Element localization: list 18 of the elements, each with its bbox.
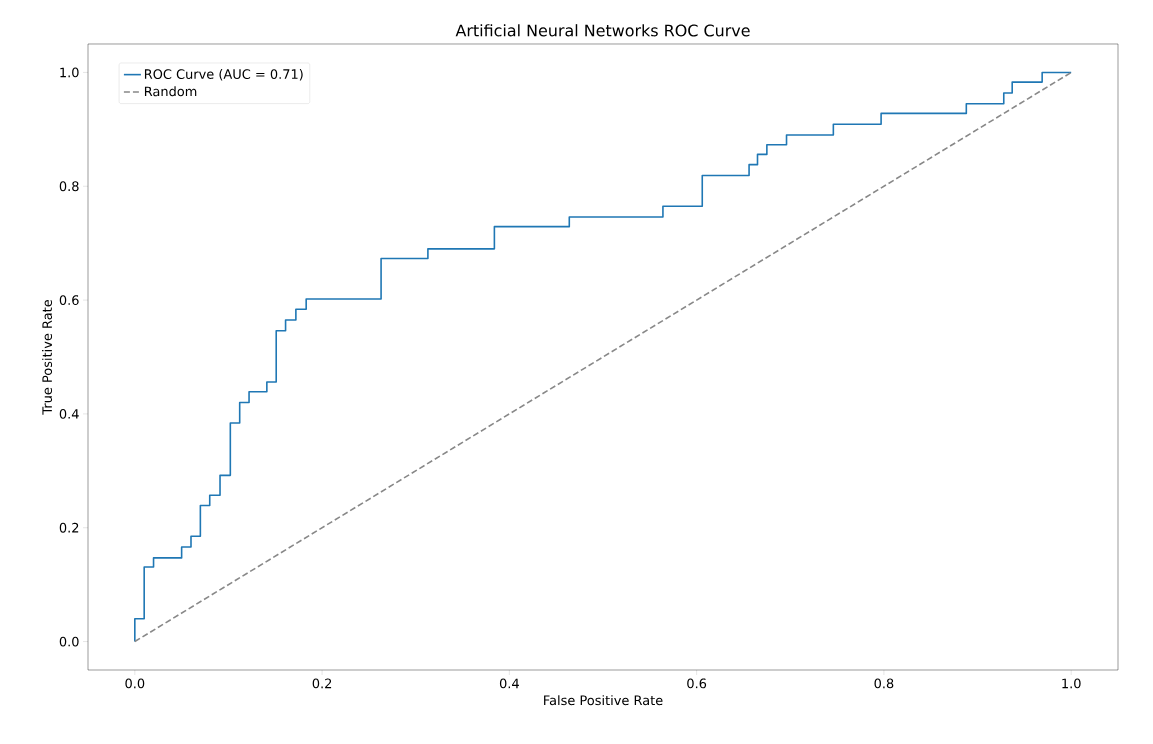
x-tick-label: 0.0 bbox=[125, 678, 145, 689]
y-tick-label: 0.8 bbox=[59, 181, 79, 192]
y-tick-label: 0.6 bbox=[59, 295, 79, 305]
legend-label: Random bbox=[144, 86, 197, 97]
x-tick-label: 0.6 bbox=[687, 678, 707, 689]
y-tick-label: 0.0 bbox=[59, 636, 79, 647]
y-tick-label: 0.2 bbox=[59, 522, 79, 533]
x-tick-label: 0.8 bbox=[874, 678, 894, 689]
x-tick-label: 1.0 bbox=[1062, 678, 1081, 689]
x-tick-label: 0.2 bbox=[312, 678, 332, 689]
line-series bbox=[134, 71, 1072, 643]
x-tick-label: 0.4 bbox=[499, 678, 519, 689]
chart-title: Artificial Neural Networks ROC Curve bbox=[455, 24, 750, 37]
y-tick-label: 0.4 bbox=[59, 409, 79, 419]
legend-label: ROC Curve (AUC = 0.71) bbox=[144, 68, 303, 81]
y-tick-label: 1.0 bbox=[60, 67, 79, 78]
x-axis-title: False Positive Rate bbox=[544, 695, 663, 706]
y-axis-title: True Positive Rate bbox=[42, 299, 53, 415]
